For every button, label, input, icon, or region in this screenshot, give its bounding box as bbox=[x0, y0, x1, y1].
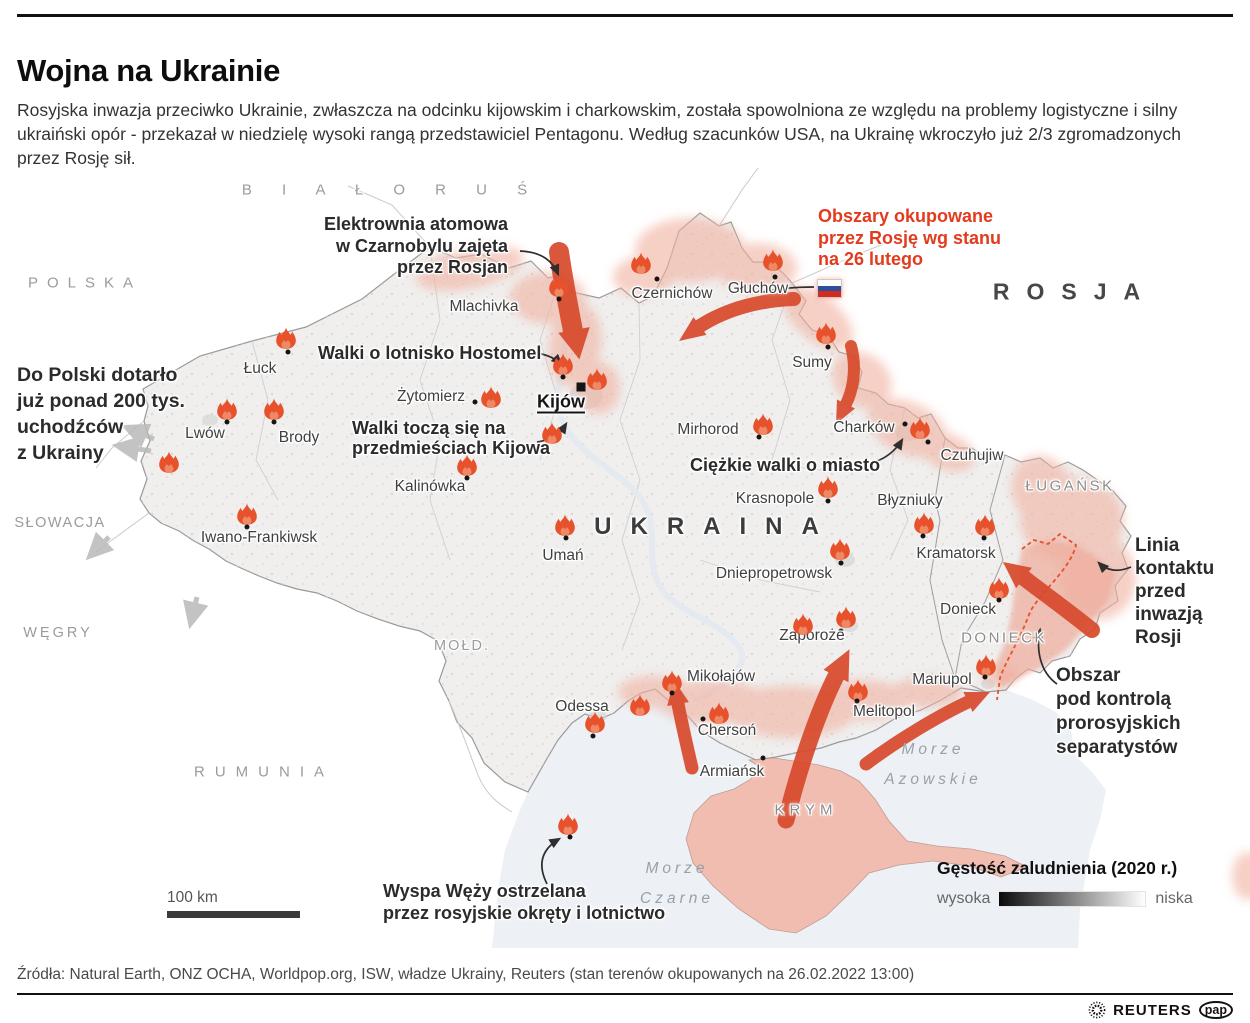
reuters-wordmark: REUTERS bbox=[1113, 1001, 1192, 1019]
legend-title: Gęstość zaludnienia (2020 r.) bbox=[937, 858, 1178, 878]
legend-low-label: niska bbox=[1155, 890, 1193, 907]
donbas-borders bbox=[929, 437, 1006, 693]
bottom-rule bbox=[17, 993, 1233, 995]
crimea-shape bbox=[685, 757, 1028, 934]
russia-flag-icon bbox=[817, 279, 842, 298]
page-title: Wojna na Ukrainie bbox=[17, 52, 281, 88]
top-rule bbox=[17, 14, 1233, 17]
legend-high-label: wysoka bbox=[937, 890, 991, 907]
legend-gradient bbox=[999, 891, 1147, 907]
dnieper-river bbox=[555, 298, 745, 703]
pap-logo: pap bbox=[1198, 1001, 1233, 1019]
annotation-arrows bbox=[519, 250, 1132, 885]
contact-line bbox=[996, 532, 1078, 701]
refugee-arrows bbox=[85, 423, 209, 630]
scale-bar: 100 km bbox=[167, 889, 300, 918]
sources-line: Źródła: Natural Earth, ONZ OCHA, Worldpo… bbox=[17, 966, 915, 983]
scale-label: 100 km bbox=[167, 889, 218, 906]
scale-bar-rect bbox=[167, 911, 300, 918]
population-legend: Gęstość zaludnienia (2020 r.) wysoka nis… bbox=[937, 858, 1193, 908]
ukraine-texture bbox=[140, 213, 1131, 792]
reuters-logo-icon bbox=[1088, 1001, 1106, 1019]
brand-row: REUTERS pap bbox=[1088, 1001, 1233, 1019]
oblast-borders bbox=[251, 246, 909, 651]
lead-paragraph: Rosyjska inwazja przeciwko Ukrainie, zwł… bbox=[17, 99, 1181, 168]
